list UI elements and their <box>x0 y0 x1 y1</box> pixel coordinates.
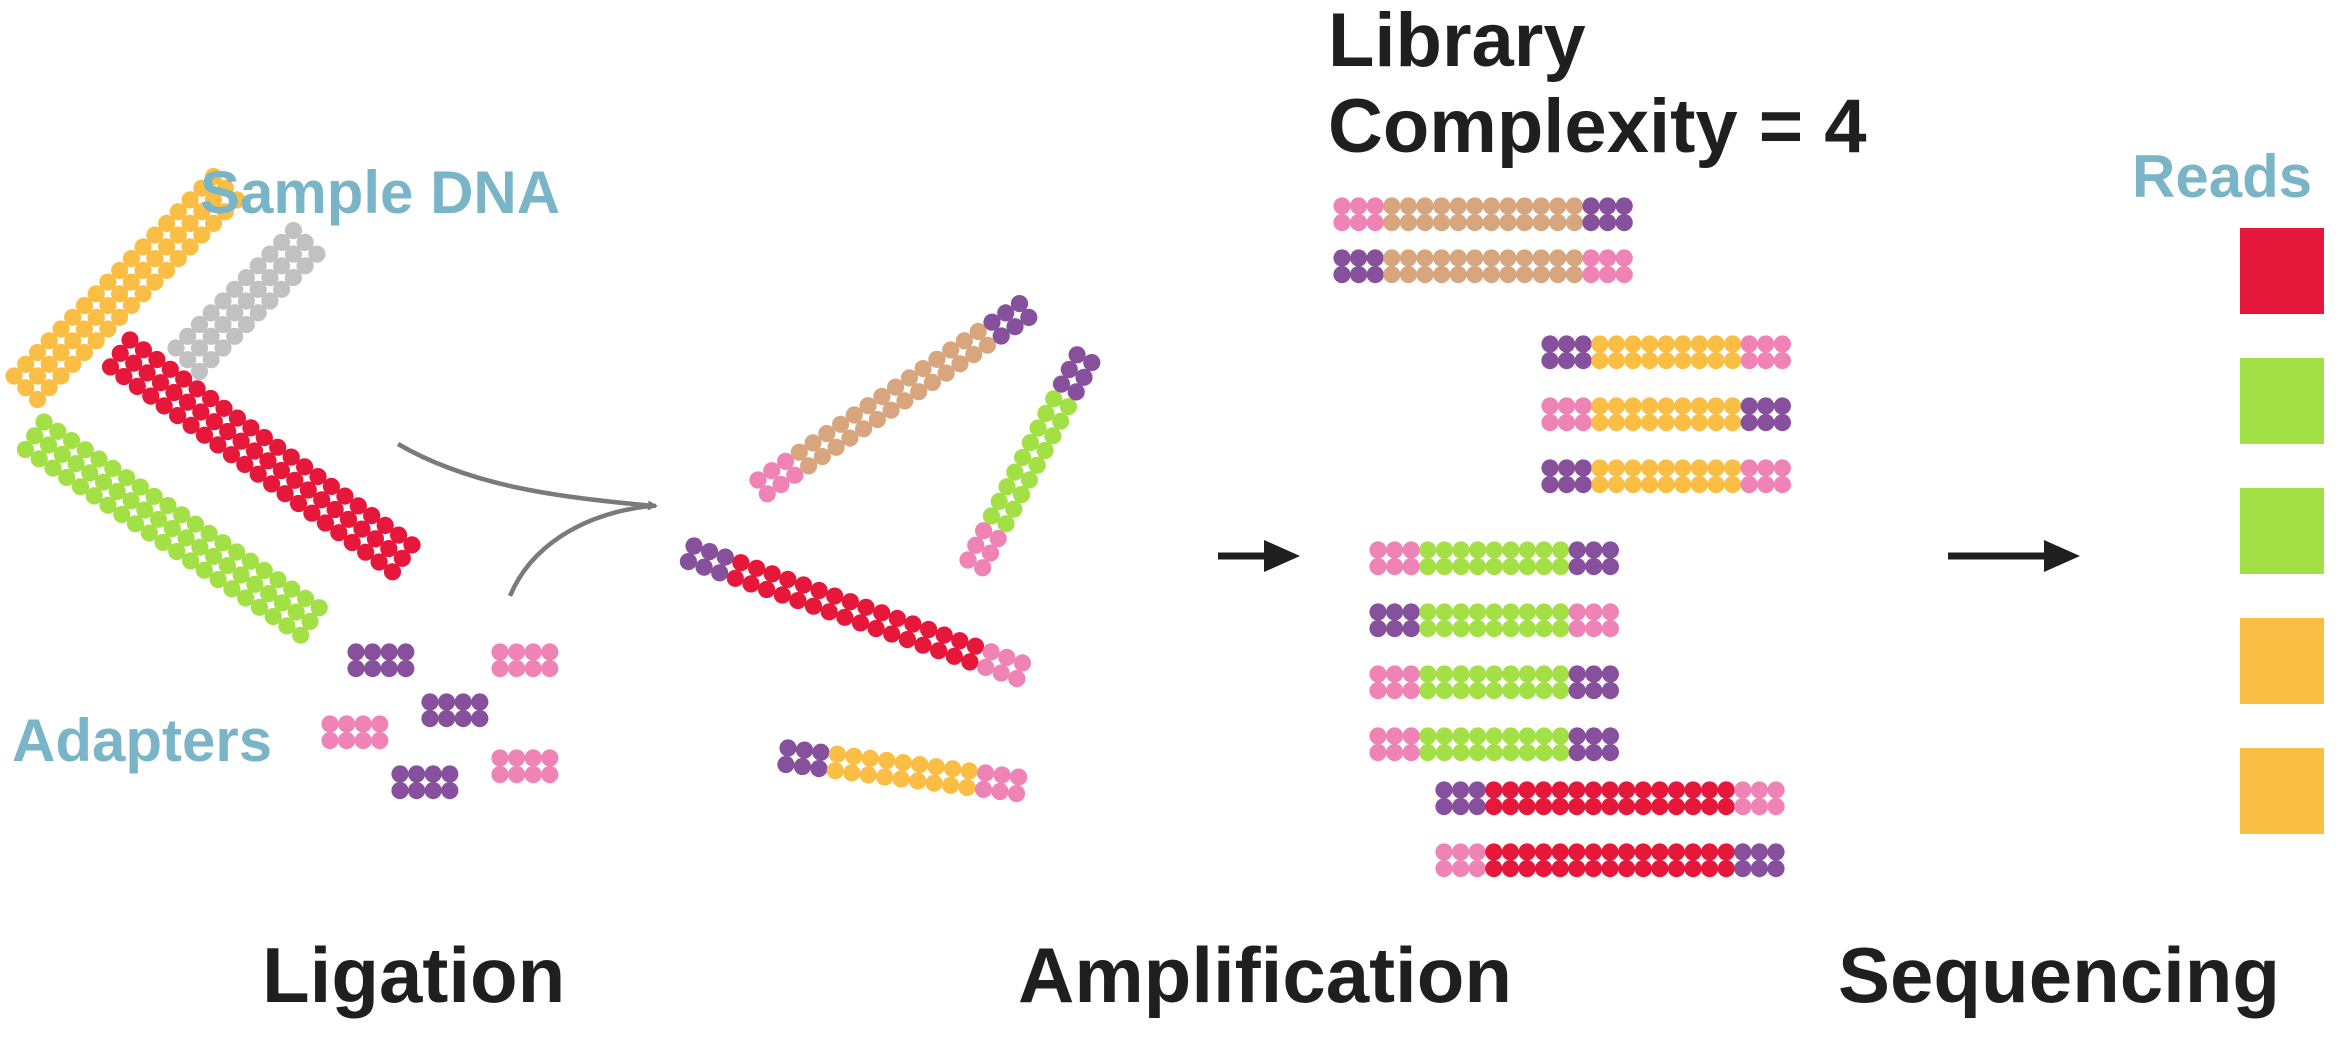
read-square-4 <box>2240 618 2324 704</box>
amplified-copy-orange-2 <box>1541 397 1791 432</box>
ligated-fragment-tan <box>749 295 1038 503</box>
adapter-2 <box>491 643 559 678</box>
library-complexity-title: Library Complexity = 4 <box>1328 0 1867 170</box>
ligated-fragment-green <box>959 346 1101 577</box>
sequencing-arrow <box>1948 540 2080 572</box>
sample-fragment-green <box>16 413 328 644</box>
amplified-copy-green-3 <box>1369 665 1619 700</box>
adapter-4 <box>321 715 389 750</box>
amplification-arrow <box>1218 540 1300 572</box>
adapter-3 <box>421 693 489 728</box>
sample-dna-label: Sample DNA <box>200 159 561 226</box>
adapter-5 <box>491 749 559 784</box>
dna-strands <box>5 167 1791 878</box>
read-square-2 <box>2240 358 2324 444</box>
library-title-line1: Library <box>1328 0 1586 83</box>
read-square-3 <box>2240 488 2324 574</box>
ligated-fragment-red <box>679 537 1031 688</box>
ligated-fragment-orange <box>777 739 1028 803</box>
amplified-copy-red-2 <box>1435 843 1785 878</box>
amplified-copy-red-1 <box>1435 781 1785 816</box>
stage-label-amplification: Amplification <box>1018 931 1513 1019</box>
reads-label: Reads <box>2132 143 2313 210</box>
stage-label-sequencing: Sequencing <box>1838 931 2281 1019</box>
amplified-copy-tan-1 <box>1333 197 1633 232</box>
stage-label-ligation: Ligation <box>262 931 566 1019</box>
amplified-copy-orange-1 <box>1541 335 1791 370</box>
sample-fragment-gray <box>167 222 326 381</box>
adapters-label: Adapters <box>12 707 273 774</box>
read-square-5 <box>2240 748 2324 834</box>
ligation-curved-arrow-top <box>396 442 658 511</box>
reads-column <box>2240 228 2324 834</box>
read-square-1 <box>2240 228 2324 314</box>
amplified-copy-green-1 <box>1369 541 1619 576</box>
adapter-6 <box>391 765 459 800</box>
amplified-copy-orange-3 <box>1541 459 1791 494</box>
library-title-line2: Complexity = 4 <box>1328 84 1867 169</box>
ligation-curved-arrow-bottom <box>507 503 651 597</box>
sample-fragment-orange <box>5 167 246 409</box>
arrows <box>396 442 2080 597</box>
amplified-copy-green-2 <box>1369 603 1619 638</box>
adapter-1 <box>347 643 415 678</box>
sample-fragment-red <box>101 331 421 581</box>
amplified-copy-tan-2 <box>1333 249 1633 284</box>
amplified-copy-green-4 <box>1369 727 1619 762</box>
